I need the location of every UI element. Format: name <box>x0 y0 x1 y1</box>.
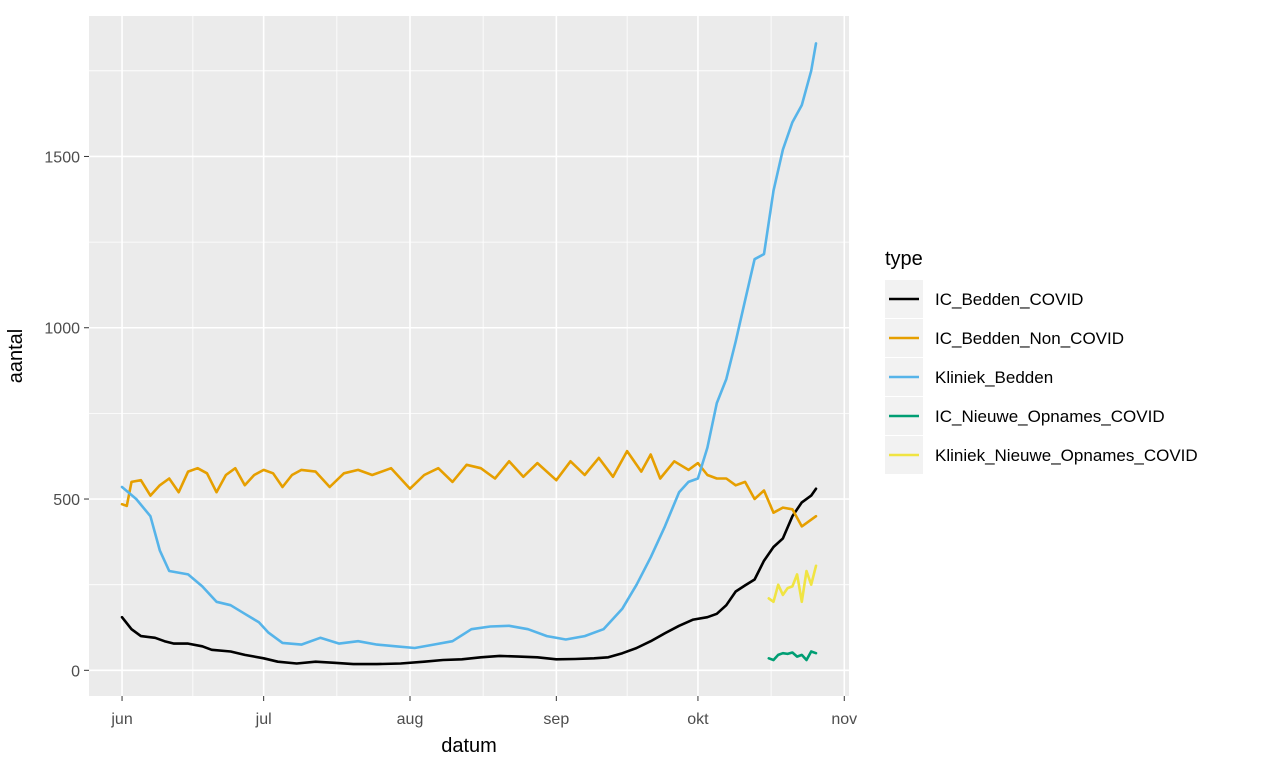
x-tick-label: okt <box>687 711 709 728</box>
legend-label-ic-bedden-non-covid: IC_Bedden_Non_COVID <box>935 329 1124 348</box>
panel-background <box>89 16 849 696</box>
x-axis: jun jul aug sep okt nov <box>110 696 857 728</box>
series-line-ic-nieuwe-opnames-covid <box>767 650 818 662</box>
x-tick-label: aug <box>397 711 424 728</box>
series-line-kliniek-bedden <box>120 42 818 650</box>
y-axis: 0 500 1000 1500 <box>44 149 89 680</box>
series-line-ic-bedden-covid <box>120 487 818 666</box>
x-tick-label: sep <box>543 711 569 728</box>
legend-label-ic-bedden-covid: IC_Bedden_COVID <box>935 290 1083 309</box>
legend-title: type <box>885 248 923 270</box>
series-line-ic-bedden-non-covid <box>120 449 818 528</box>
y-tick-label: 0 <box>71 663 80 680</box>
x-tick-label: jul <box>255 711 272 728</box>
y-tick-label: 500 <box>53 492 80 509</box>
y-axis-title: aantal <box>5 329 27 384</box>
legend-label-kliniek-nieuwe-opnames-covid: Kliniek_Nieuwe_Opnames_COVID <box>935 446 1198 465</box>
legend-label-kliniek-bedden: Kliniek_Bedden <box>935 368 1053 387</box>
y-tick-label: 1500 <box>44 149 80 166</box>
legend-items: IC_Bedden_COVID IC_Bedden_Non_COVID Klinie… <box>885 280 1198 474</box>
x-axis-title: datum <box>441 735 497 757</box>
gridlines <box>89 16 849 696</box>
series-lines <box>120 42 818 666</box>
legend-label-ic-nieuwe-opnames-covid: IC_Nieuwe_Opnames_COVID <box>935 407 1165 426</box>
x-tick-label: jun <box>110 711 132 728</box>
x-tick-label: nov <box>831 711 857 728</box>
series-line-kliniek-nieuwe-opnames-covid <box>767 564 818 604</box>
y-tick-label: 1000 <box>44 321 80 338</box>
legend: type IC_Bedden_COVID IC_Bedden_Non_COVID K… <box>885 248 1198 474</box>
